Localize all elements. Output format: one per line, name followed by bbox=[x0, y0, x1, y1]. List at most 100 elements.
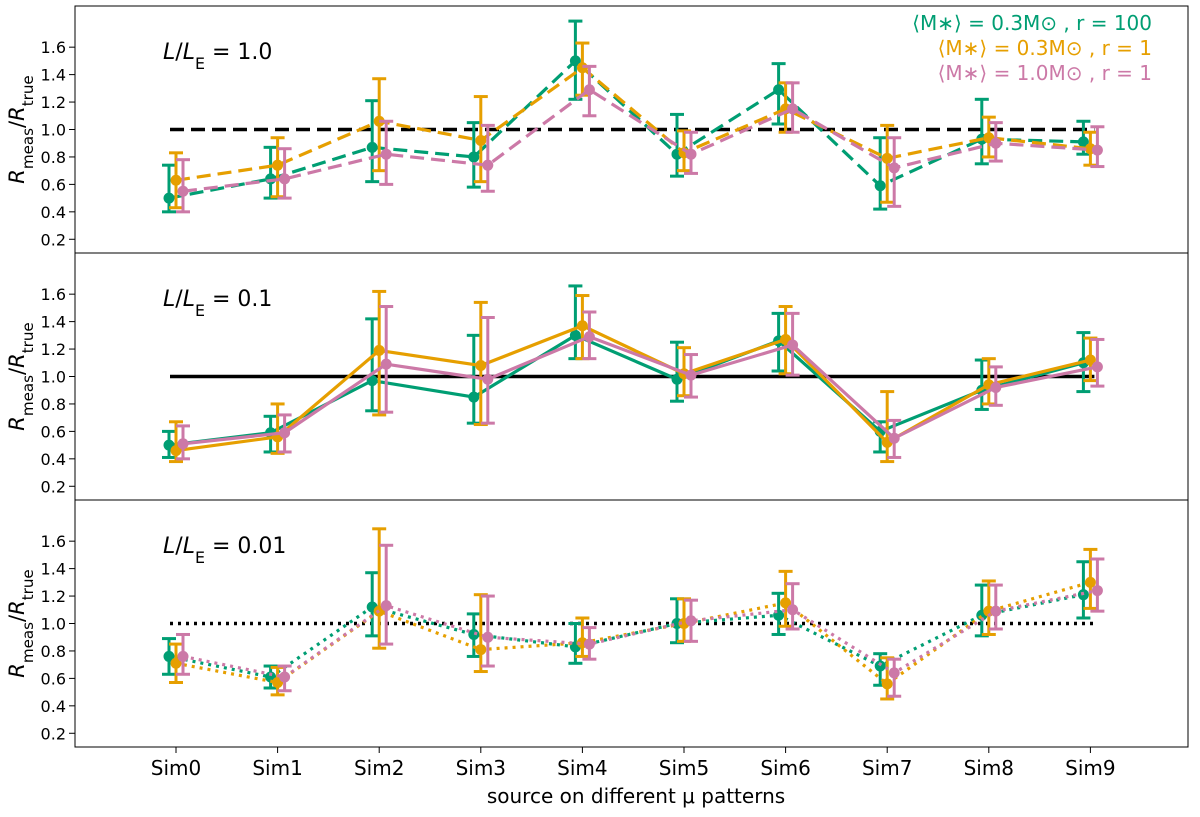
x-tick-label: Sim4 bbox=[557, 756, 607, 780]
panel-label-part: L bbox=[163, 40, 175, 65]
data-point bbox=[787, 604, 799, 616]
data-point bbox=[482, 159, 494, 171]
y-axis-label-part: R bbox=[5, 353, 29, 368]
data-point bbox=[163, 650, 175, 662]
y-tick-label: 1.4 bbox=[41, 313, 66, 332]
data-point bbox=[569, 329, 581, 341]
data-point bbox=[881, 678, 893, 690]
data-point bbox=[366, 141, 378, 153]
data-point bbox=[888, 432, 900, 444]
y-tick-label: 1.6 bbox=[41, 532, 66, 551]
y-tick-label: 0.6 bbox=[41, 669, 66, 688]
data-point bbox=[780, 597, 792, 609]
data-point bbox=[170, 657, 182, 669]
data-point bbox=[787, 103, 799, 115]
data-point bbox=[170, 445, 182, 457]
y-tick-label: 0.2 bbox=[41, 230, 66, 249]
data-point bbox=[1091, 585, 1103, 597]
x-tick-label: Sim0 bbox=[151, 756, 201, 780]
data-point bbox=[468, 151, 480, 163]
panel-label-part: E bbox=[195, 548, 205, 567]
y-axis-label-part: R bbox=[5, 106, 29, 121]
data-point bbox=[881, 152, 893, 164]
x-tick-label: Sim9 bbox=[1065, 756, 1115, 780]
data-point bbox=[990, 605, 1002, 617]
y-axis-label: Rmeas/Rtrue bbox=[5, 75, 37, 183]
y-axis-label-part: meas bbox=[19, 622, 37, 663]
data-point bbox=[583, 638, 595, 650]
data-point bbox=[475, 644, 487, 656]
data-point bbox=[380, 600, 392, 612]
data-point bbox=[366, 375, 378, 387]
data-point bbox=[482, 631, 494, 643]
panel-label-part: E bbox=[195, 54, 205, 73]
panel-label-part: / bbox=[175, 40, 183, 65]
y-tick-label: 1.0 bbox=[41, 368, 66, 387]
panel-label-part: L bbox=[183, 534, 195, 559]
data-point bbox=[482, 373, 494, 385]
series-2 bbox=[176, 543, 1105, 698]
data-point bbox=[475, 134, 487, 146]
data-point bbox=[874, 180, 886, 192]
panel-label-part: L bbox=[163, 534, 175, 559]
panel-label-part: L bbox=[183, 40, 195, 65]
y-axis-label-part: meas bbox=[19, 128, 37, 169]
data-point bbox=[990, 381, 1002, 393]
series-line bbox=[182, 88, 1098, 193]
series-line bbox=[175, 66, 1091, 182]
data-point bbox=[475, 360, 487, 372]
data-point bbox=[177, 185, 189, 197]
panel-label-part: L bbox=[183, 287, 195, 312]
data-point bbox=[163, 192, 175, 204]
data-point bbox=[177, 438, 189, 450]
y-tick-label: 1.0 bbox=[41, 121, 66, 140]
panel-label-part: E bbox=[195, 301, 205, 320]
data-point bbox=[468, 391, 480, 403]
data-point bbox=[373, 344, 385, 356]
y-tick-label: 0.8 bbox=[41, 642, 66, 661]
data-point bbox=[279, 173, 291, 185]
data-point bbox=[380, 358, 392, 370]
y-axis-label-part: / bbox=[5, 367, 29, 375]
y-tick-label: 1.6 bbox=[41, 38, 66, 57]
data-point bbox=[773, 84, 785, 96]
data-point bbox=[576, 320, 588, 332]
y-axis-label: Rmeas/Rtrue bbox=[5, 322, 37, 430]
data-point bbox=[1084, 354, 1096, 366]
series-line bbox=[168, 59, 1084, 200]
series-2 bbox=[176, 305, 1105, 461]
data-point bbox=[1077, 136, 1089, 148]
x-axis-label: source on different μ patterns bbox=[487, 784, 785, 808]
y-tick-label: 1.2 bbox=[41, 340, 66, 359]
y-axis-label: Rmeas/Rtrue bbox=[5, 569, 37, 677]
y-axis-label-part: true bbox=[19, 569, 37, 600]
series-1 bbox=[169, 527, 1098, 701]
y-tick-label: 0.8 bbox=[41, 148, 66, 167]
panels-layer: 0.20.40.60.81.01.21.41.6Rmeas/RtrueL/LE … bbox=[5, 5, 1189, 748]
x-tick-label: Sim8 bbox=[964, 756, 1014, 780]
series-line bbox=[175, 324, 1091, 453]
x-tick-label: Sim7 bbox=[862, 756, 912, 780]
y-tick-label: 0.8 bbox=[41, 395, 66, 414]
panel-2: 0.20.40.60.81.01.21.41.6Rmeas/RtrueL/LE … bbox=[5, 499, 1189, 748]
data-point bbox=[685, 148, 697, 160]
data-point bbox=[888, 667, 900, 679]
legend-entry: ⟨M∗⟩ = 0.3M⊙ , r = 1 bbox=[938, 36, 1152, 60]
data-point bbox=[787, 339, 799, 351]
y-tick-label: 0.6 bbox=[41, 422, 66, 441]
y-axis-label-part: true bbox=[19, 75, 37, 106]
series-2 bbox=[176, 64, 1105, 214]
data-point bbox=[685, 615, 697, 627]
y-tick-label: 1.0 bbox=[41, 615, 66, 634]
x-tick-label: Sim1 bbox=[252, 756, 302, 780]
x-tick-label: Sim3 bbox=[456, 756, 506, 780]
panel-label-part: / bbox=[175, 534, 183, 559]
series-line bbox=[182, 335, 1098, 446]
y-tick-label: 0.2 bbox=[41, 477, 66, 496]
y-tick-label: 1.2 bbox=[41, 93, 66, 112]
panel-label-part: = 0.01 bbox=[205, 534, 286, 559]
series-line bbox=[182, 588, 1098, 679]
data-point bbox=[583, 331, 595, 343]
y-axis-label-part: R bbox=[5, 416, 29, 431]
